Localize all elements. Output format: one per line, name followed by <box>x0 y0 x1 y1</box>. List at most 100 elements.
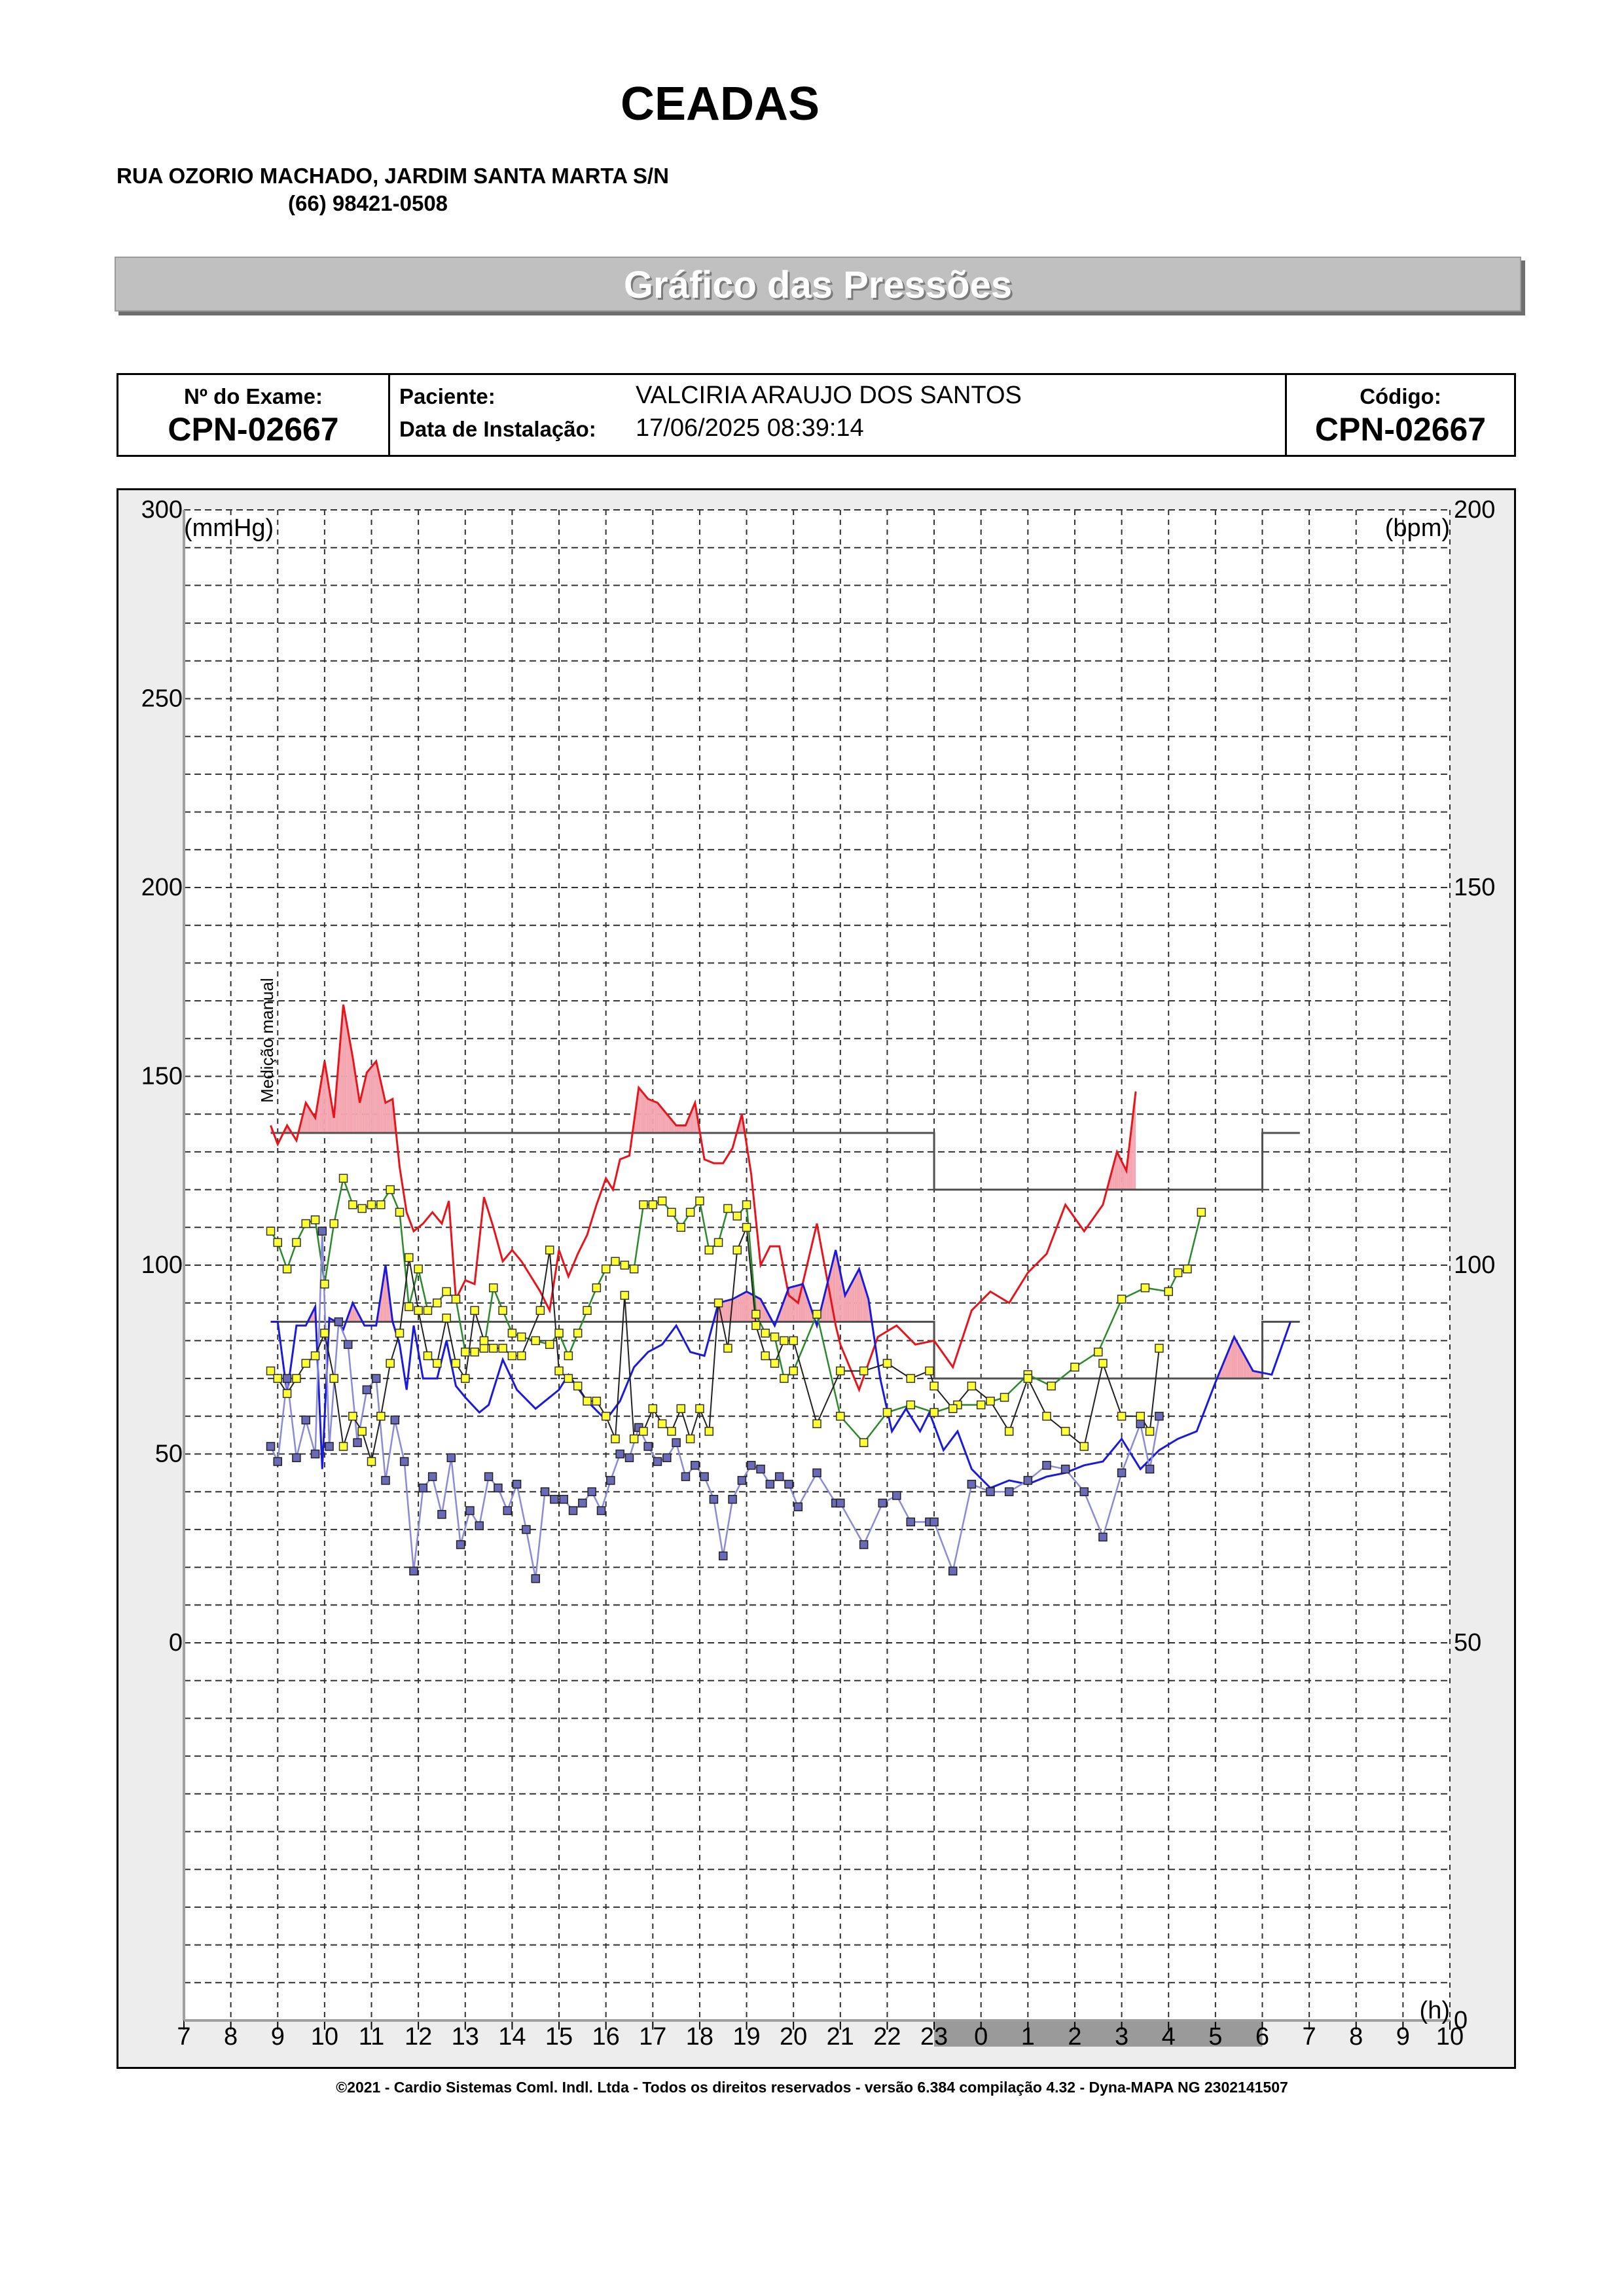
pulse-pressure-point <box>793 1502 803 1512</box>
systolic-excess-area <box>348 1031 350 1134</box>
systolic-excess-area <box>681 1125 683 1134</box>
diastolic-excess-area <box>840 1272 842 1322</box>
diastolic-excess-area <box>761 1299 763 1322</box>
heart-rate-point <box>479 1336 489 1346</box>
mean-pressure-point <box>836 1412 845 1421</box>
systolic-excess-area <box>1120 1158 1122 1190</box>
pulse-pressure-point <box>765 1479 775 1489</box>
heart-rate-point <box>414 1306 423 1315</box>
heart-rate-point <box>564 1374 573 1383</box>
systolic-excess-area <box>1134 1091 1136 1190</box>
diastolic-excess-area <box>860 1274 863 1322</box>
systolic-excess-area <box>372 1063 375 1134</box>
diastolic-excess-area <box>1240 1348 1244 1379</box>
heart-rate-point <box>395 1329 405 1338</box>
systolic-excess-area <box>314 1115 316 1134</box>
diastolic-excess-area <box>865 1289 867 1322</box>
heart-rate-point <box>282 1389 292 1398</box>
diastolic-excess-area <box>1237 1342 1241 1379</box>
systolic-excess-area <box>388 1101 389 1134</box>
heart-rate-point <box>882 1359 892 1368</box>
heart-rate-point <box>423 1351 433 1361</box>
y-left-tick-label: 150 <box>141 1063 183 1090</box>
systolic-excess-area <box>351 1049 353 1134</box>
pulse-pressure-point <box>465 1506 475 1515</box>
heart-rate-point <box>789 1336 798 1346</box>
pulse-pressure-point <box>784 1479 793 1489</box>
systolic-excess-area <box>676 1125 678 1134</box>
diastolic-excess-area <box>844 1291 848 1322</box>
banner-title: Gráfico das Pressões <box>623 264 1013 306</box>
series-markers <box>266 1174 1206 1583</box>
x-tick-label: 15 <box>545 2023 573 2051</box>
pressure-chart: 7 8 9 10 11 12 13 14 15 16 17 18 19 20 21 22 23 0 1 2 3 4 5 6 7 8… <box>141 496 1496 2051</box>
pulse-pressure-point <box>1023 1476 1033 1485</box>
heart-rate-point <box>1004 1427 1014 1436</box>
org-address: RUA OZORIO MACHADO, JARDIM SANTA MARTA S… <box>117 164 669 188</box>
heart-rate-point <box>761 1351 770 1361</box>
pulse-pressure-point <box>986 1487 995 1496</box>
heart-rate-point <box>1117 1412 1127 1421</box>
systolic-excess-area <box>1132 1104 1134 1190</box>
mean-pressure-point <box>461 1347 470 1357</box>
systolic-excess-area <box>389 1100 391 1134</box>
mean-pressure-point <box>531 1336 540 1346</box>
pulse-pressure-point <box>728 1494 737 1504</box>
x-tick-label: 7 <box>1303 2023 1316 2051</box>
pulse-pressure-point <box>317 1227 327 1236</box>
exam-number-cell: Nº do Exame: CPN-02667 <box>118 375 390 455</box>
systolic-excess-area <box>307 1105 310 1134</box>
pulse-pressure-point <box>615 1449 624 1459</box>
heart-rate-point <box>1145 1427 1155 1436</box>
heart-rate-point <box>639 1427 648 1436</box>
diastolic-excess-area <box>859 1268 861 1322</box>
systolic-excess-area <box>374 1061 376 1134</box>
systolic-excess-area <box>654 1101 657 1134</box>
pulse-pressure-point <box>399 1457 409 1466</box>
mean-pressure-point <box>929 1408 939 1417</box>
heart-rate-point <box>751 1321 761 1331</box>
systolic-excess-area <box>363 1083 365 1134</box>
pulse-pressure-point <box>522 1525 531 1534</box>
pulse-pressure-point <box>1098 1532 1108 1542</box>
systolic-excess-area <box>310 1110 312 1134</box>
mean-pressure-point <box>761 1329 770 1338</box>
x-tick-label: 13 <box>452 2023 479 2051</box>
mean-pressure-point <box>583 1306 592 1315</box>
mean-pressure-point <box>1197 1208 1206 1217</box>
diastolic-excess-area <box>727 1299 731 1322</box>
systolic-excess-area <box>665 1112 667 1134</box>
diastolic-excess-area <box>739 1294 742 1322</box>
pulse-pressure-point <box>1155 1412 1164 1421</box>
mean-pressure-point <box>695 1196 704 1206</box>
y-right-tick-label: 200 <box>1454 496 1495 524</box>
diastolic-excess-area <box>856 1268 859 1322</box>
diastolic-excess-area <box>793 1285 796 1322</box>
heart-rate-point <box>986 1396 995 1406</box>
exam-number-label: Nº do Exame: <box>184 384 323 408</box>
x-tick-label: 1 <box>1021 2023 1035 2051</box>
systolic-excess-area <box>352 1057 354 1134</box>
systolic-excess-area <box>646 1097 649 1134</box>
systolic-excess-area <box>660 1106 662 1134</box>
systolic-excess-area <box>323 1061 325 1134</box>
systolic-excess-area <box>671 1119 674 1134</box>
diastolic-excess-area <box>737 1295 740 1322</box>
x-tick-label: 12 <box>405 2023 432 2051</box>
diastolic-excess-area <box>1262 1321 1266 1379</box>
mean-pressure-point <box>713 1238 723 1247</box>
x-tick-label: 16 <box>592 2023 620 2051</box>
mean-pressure-point <box>573 1329 583 1338</box>
heart-rate-point <box>723 1344 732 1353</box>
heart-rate-point <box>292 1374 301 1383</box>
mean-pressure-point <box>723 1204 732 1213</box>
y-left-tick-label: 300 <box>141 496 183 524</box>
axis-labels: (mmHg) (bpm) (h) Medição manual <box>184 514 1450 2024</box>
heart-rate-point <box>1023 1374 1033 1383</box>
systolic-excess-area <box>364 1077 366 1134</box>
plot-background <box>184 510 1450 2047</box>
mean-pressure-point <box>751 1310 761 1319</box>
heart-rate-point <box>442 1314 451 1323</box>
chart-title-banner: Gráfico das Pressões <box>115 257 1521 312</box>
diastolic-line <box>270 1249 1291 1490</box>
